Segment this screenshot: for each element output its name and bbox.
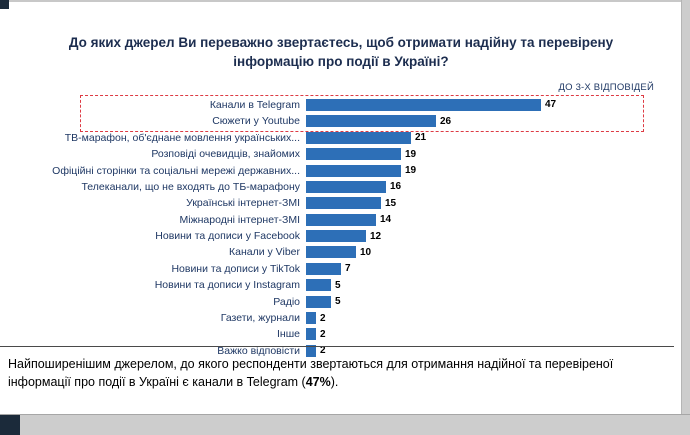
category-label: Міжнародні інтернет-ЗМІ — [179, 213, 300, 226]
chart-row: Розповіді очевидців, знайомих 19 — [8, 146, 682, 162]
chart-row: Новини та дописи у Facebook 12 — [8, 228, 682, 244]
value-label: 15 — [385, 197, 397, 209]
caption-after: ). — [330, 374, 339, 389]
chart-title: До яких джерел Ви переважно звертаєтесь,… — [68, 35, 614, 69]
value-label: 10 — [360, 246, 372, 258]
chart-row: Канали в Telegram 47 — [8, 97, 682, 113]
top-frame-line — [9, 0, 682, 2]
category-label: Газети, журнали — [220, 312, 300, 325]
category-label: Радіо — [273, 295, 300, 308]
chart-rows: Канали в Telegram 47 Сюжети у Youtube 26 ТВ-… — [8, 97, 682, 359]
bar-chart: Канали в Telegram 47 Сюжети у Youtube 26 ТВ-… — [8, 94, 682, 359]
bar — [306, 115, 436, 128]
category-label: Інше — [277, 328, 300, 341]
bottom-left-corner-marker — [0, 415, 20, 435]
chart-row: Інше 2 — [8, 326, 682, 342]
chart-row: Канали у Viber 10 — [8, 244, 682, 260]
category-label: Телеканали, що не входять до ТБ-марафону — [81, 180, 300, 193]
chart-row: Офіційні сторінки та соціальні мережі де… — [8, 162, 682, 178]
caption-bold-value: 47% — [305, 374, 331, 389]
answers-note: ДО 3-Х ВІДПОВІДЕЙ — [558, 81, 654, 93]
vertical-scrollbar[interactable] — [681, 0, 690, 435]
bar — [306, 328, 316, 341]
chart-row: Міжнародні інтернет-ЗМІ 14 — [8, 212, 682, 228]
bar — [306, 295, 331, 308]
category-label: Канали у Viber — [229, 246, 300, 259]
chart-row: Важко відповісти 2 — [8, 343, 682, 359]
value-label: 21 — [415, 132, 427, 144]
bar — [306, 164, 401, 177]
bar — [306, 213, 376, 226]
bar — [306, 180, 386, 193]
value-label: 16 — [390, 181, 402, 193]
chart-row: Українські інтернет-ЗМІ 15 — [8, 195, 682, 211]
category-label: Українські інтернет-ЗМІ — [186, 197, 300, 210]
caption-text: Найпоширенішим джерелом, до якого респон… — [8, 355, 664, 391]
chart-row: Сюжети у Youtube 26 — [8, 113, 682, 129]
category-label: ТВ-марафон, об'єднане мовлення українськ… — [64, 131, 300, 144]
chart-row: Радіо 5 — [8, 293, 682, 309]
slide-content: До яких джерел Ви переважно звертаєтесь,… — [0, 35, 682, 391]
category-label: Новини та дописи у TikTok — [171, 262, 300, 275]
value-label: 2 — [320, 345, 326, 357]
value-label: 5 — [335, 296, 341, 308]
category-label: Офіційні сторінки та соціальні мережі де… — [52, 164, 300, 177]
bar — [306, 230, 366, 243]
value-label: 19 — [405, 148, 417, 160]
chart-row: Телеканали, що не входять до ТБ-марафону… — [8, 179, 682, 195]
bar — [306, 131, 411, 144]
chart-row: Газети, журнали 2 — [8, 310, 682, 326]
caption-divider: Найпоширенішим джерелом, до якого респон… — [0, 345, 674, 391]
bar — [306, 98, 541, 111]
chart-row: Новини та дописи у Instagram 5 — [8, 277, 682, 293]
value-label: 2 — [320, 328, 326, 340]
chart-row: Новини та дописи у TikTok 7 — [8, 261, 682, 277]
bar — [306, 344, 316, 357]
chart-row: ТВ-марафон, об'єднане мовлення українськ… — [8, 130, 682, 146]
category-label: Канали в Telegram — [209, 98, 300, 111]
bar — [306, 197, 381, 210]
bar — [306, 148, 401, 161]
value-label: 14 — [380, 214, 392, 226]
category-label: Важко відповісти — [217, 344, 300, 357]
value-label: 19 — [405, 165, 417, 177]
category-label: Сюжети у Youtube — [212, 115, 300, 128]
top-left-corner-marker — [0, 0, 9, 9]
value-label: 47 — [545, 99, 557, 111]
bar — [306, 279, 331, 292]
category-label: Новини та дописи у Facebook — [155, 230, 300, 243]
bar — [306, 246, 356, 259]
value-label: 5 — [335, 279, 341, 291]
category-label: Новини та дописи у Instagram — [154, 279, 300, 292]
value-label: 2 — [320, 312, 326, 324]
value-label: 26 — [440, 115, 452, 127]
bar — [306, 262, 341, 275]
caption-before: Найпоширенішим джерелом, до якого респон… — [8, 356, 614, 389]
bottom-frame-bar — [0, 414, 690, 435]
value-label: 7 — [345, 263, 351, 275]
category-label: Розповіді очевидців, знайомих — [151, 148, 300, 161]
value-label: 12 — [370, 230, 382, 242]
bar — [306, 312, 316, 325]
